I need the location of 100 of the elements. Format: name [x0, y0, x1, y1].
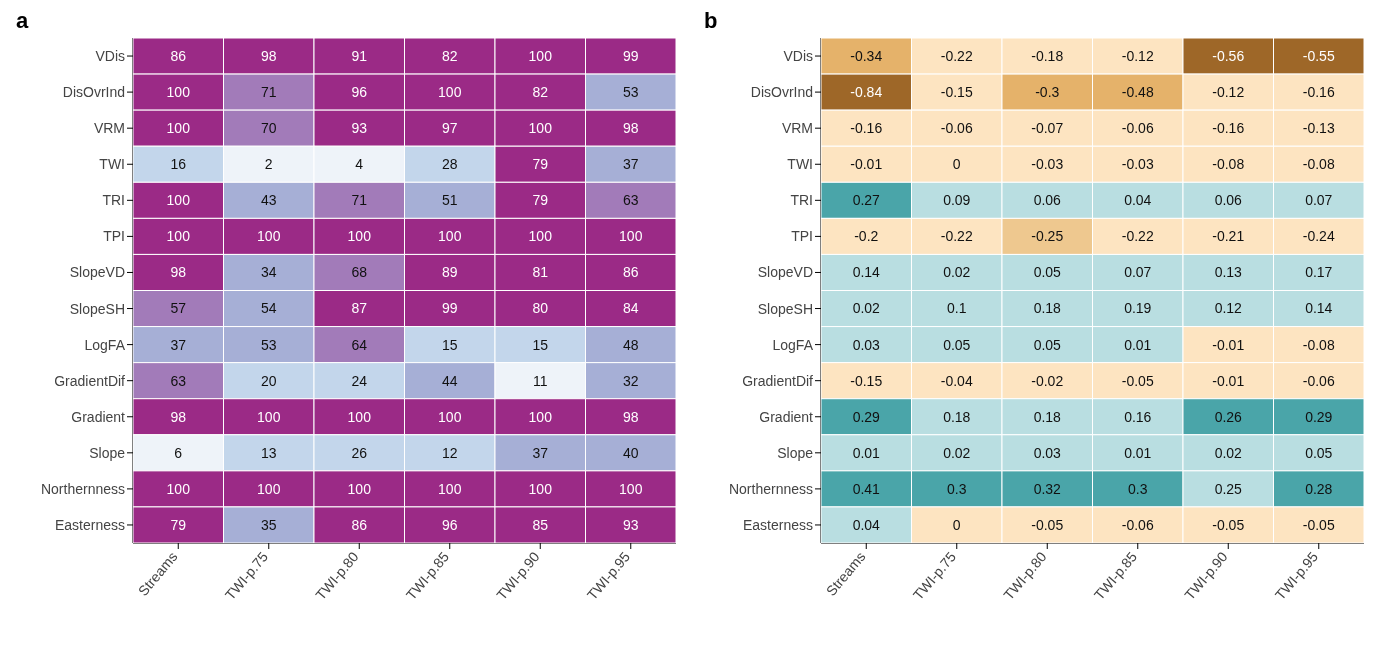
- data-label: -0.06: [1121, 120, 1154, 137]
- data-label: 86: [622, 264, 639, 281]
- data-label: 100: [257, 480, 281, 497]
- y-tick-label: Gradient: [71, 408, 126, 425]
- data-label: 0.05: [943, 336, 971, 353]
- data-label: 0.14: [852, 264, 881, 281]
- y-tick-label: GradientDif: [54, 372, 126, 389]
- data-label: -0.12: [1212, 84, 1245, 101]
- data-label: -0.56: [1212, 47, 1245, 64]
- data-label: 4: [355, 156, 364, 173]
- data-label: 68: [351, 264, 368, 281]
- data-label: 85: [532, 516, 549, 533]
- data-label: 0.32: [1033, 480, 1062, 497]
- data-label: 82: [532, 84, 549, 101]
- data-label: 96: [441, 516, 458, 533]
- y-tick-label: VRM: [781, 120, 813, 137]
- data-label: -0.06: [1121, 516, 1154, 533]
- data-label: 100: [347, 228, 372, 245]
- y-tick-label: VDis: [95, 48, 125, 65]
- data-label: 96: [351, 84, 368, 101]
- data-label: -0.18: [1031, 47, 1064, 64]
- chart-title: b: [704, 8, 718, 34]
- data-label: 0.01: [1124, 444, 1152, 461]
- data-label: 48: [622, 336, 639, 353]
- data-label: -0.08: [1212, 156, 1245, 173]
- data-label: 0.28: [1305, 480, 1333, 497]
- data-label: 71: [351, 192, 368, 209]
- data-label: 0.1: [947, 300, 967, 317]
- data-label: -0.34: [850, 47, 883, 64]
- data-label: -0.13: [1302, 120, 1335, 137]
- data-label: -0.03: [1031, 156, 1064, 173]
- data-label: 0.04: [1124, 192, 1152, 209]
- data-label: 0.27: [852, 192, 881, 209]
- y-tick-label: TPI: [791, 228, 813, 245]
- y-tick-label: TPI: [103, 228, 125, 245]
- data-label: 100: [257, 408, 281, 425]
- data-label: 100: [438, 84, 462, 101]
- y-tick-label: LogFA: [772, 336, 814, 353]
- data-label: 86: [351, 516, 368, 533]
- y-tick-label: LogFA: [84, 336, 126, 353]
- data-label: 0.41: [852, 480, 881, 497]
- data-label: 24: [351, 372, 368, 389]
- data-label: 99: [622, 47, 639, 64]
- data-label: 100: [166, 192, 191, 209]
- y-tick-label: SlopeVD: [69, 264, 125, 281]
- data-label: 0.18: [943, 408, 971, 425]
- data-label: 100: [347, 480, 372, 497]
- data-label: 79: [532, 156, 549, 173]
- data-label: 2: [264, 156, 273, 173]
- data-label: 81: [532, 264, 549, 281]
- y-tick-label: SlopeSH: [757, 300, 813, 317]
- data-label: -0.21: [1212, 228, 1245, 245]
- data-label: 100: [438, 228, 462, 245]
- data-label: 0.05: [1033, 336, 1062, 353]
- data-label: -0.08: [1302, 156, 1335, 173]
- data-label: 0.06: [1214, 192, 1243, 209]
- data-label: -0.06: [1302, 372, 1335, 389]
- data-label: 0.05: [1305, 444, 1333, 461]
- y-tick-label: Easterness: [54, 516, 125, 533]
- data-label: 64: [351, 336, 368, 353]
- y-tick-label: Gradient: [759, 408, 814, 425]
- data-label: 0.19: [1124, 300, 1152, 317]
- data-label: 0: [952, 516, 961, 533]
- data-label: 11: [532, 372, 548, 389]
- data-label: 0: [952, 156, 961, 173]
- data-label: 53: [622, 84, 639, 101]
- data-label: 13: [260, 444, 277, 461]
- data-label: 0.05: [1033, 264, 1062, 281]
- y-tick-label: Easterness: [742, 516, 813, 533]
- data-label: 98: [622, 408, 639, 425]
- data-label: -0.04: [940, 372, 973, 389]
- data-label: 37: [532, 444, 549, 461]
- data-label: 0.18: [1033, 408, 1062, 425]
- y-tick-label: TWI: [787, 156, 813, 173]
- data-label: -0.22: [940, 228, 973, 245]
- data-label: 100: [166, 120, 191, 137]
- data-label: -0.24: [1302, 228, 1335, 245]
- data-label: 100: [528, 47, 553, 64]
- data-label: 37: [170, 336, 187, 353]
- data-label: 98: [170, 408, 187, 425]
- data-label: -0.05: [1031, 516, 1064, 533]
- data-label: 54: [260, 300, 277, 317]
- data-label: -0.05: [1212, 516, 1245, 533]
- data-label: -0.15: [940, 84, 973, 101]
- data-label: 0.02: [943, 444, 971, 461]
- data-label: 86: [170, 47, 187, 64]
- data-label: 82: [441, 47, 458, 64]
- data-label: -0.08: [1302, 336, 1335, 353]
- data-label: 0.13: [1214, 264, 1243, 281]
- data-label: 44: [441, 372, 458, 389]
- data-label: 0.29: [852, 408, 881, 425]
- data-label: 0.07: [1305, 192, 1333, 209]
- data-label: 91: [351, 47, 368, 64]
- data-label: 89: [441, 264, 458, 281]
- data-label: 0.06: [1033, 192, 1062, 209]
- data-label: -0.15: [850, 372, 883, 389]
- data-label: 79: [532, 192, 549, 209]
- data-label: 0.04: [852, 516, 881, 533]
- data-label: 0.03: [1033, 444, 1062, 461]
- data-label: 100: [528, 408, 553, 425]
